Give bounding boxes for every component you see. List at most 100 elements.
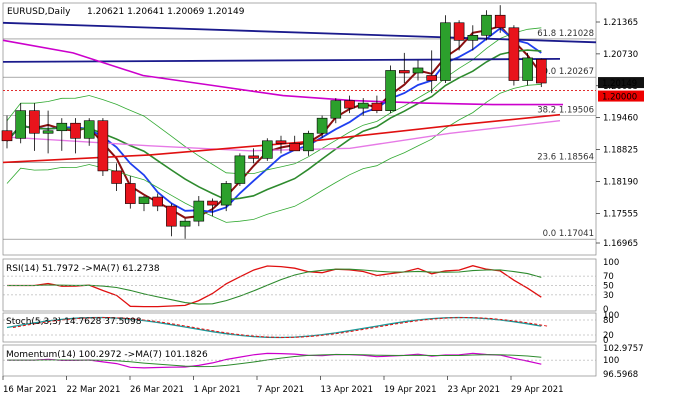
price-tick-label: 1.16965: [603, 239, 638, 249]
candle-bear: [398, 70, 410, 74]
stoch-frame: [2, 312, 597, 343]
candle-bull: [15, 110, 26, 139]
ohlc-readout: 1.20621 1.20641 1.20069 1.20149: [87, 7, 245, 17]
rsi-frame: [2, 258, 597, 312]
indicator-plots: [3, 275, 596, 361]
date-tick-label: 29 Apr 2021: [511, 385, 564, 395]
price-tick-label: 1.19460: [603, 114, 638, 124]
ma-darkblue-flat-line: [2, 58, 561, 63]
date-tick-label: 16 Mar 2021: [3, 385, 57, 395]
ma-green-line: [6, 49, 542, 201]
candle-bull: [56, 122, 68, 132]
last-price-value: 1.20149: [602, 79, 637, 89]
stoch-tick-label: 0: [603, 336, 608, 346]
candle-bear: [275, 140, 287, 144]
candle-bull: [522, 57, 533, 81]
ma-magenta-line: [2, 39, 563, 106]
rsi-ma-line: [7, 268, 542, 305]
stoch-tick-label: 20: [603, 331, 614, 341]
candle-bull: [330, 100, 342, 119]
date-tick-label: 22 Mar 2021: [67, 385, 121, 395]
candle-bull: [357, 102, 369, 109]
rsi-line: [7, 265, 542, 308]
date-tick-label: 23 Apr 2021: [448, 385, 501, 395]
fib-level-label: 50.0 1.20267: [537, 67, 594, 77]
price-tick-label: 1.21365: [603, 18, 638, 28]
candle-bull: [234, 155, 246, 184]
candle-bear: [508, 27, 520, 81]
rsi-tick-label: 50: [603, 282, 614, 292]
main-frame: [2, 2, 597, 256]
price-tick-label: 1.18190: [603, 177, 638, 187]
bollinger-lower: [6, 83, 542, 223]
last-price-tag: [598, 77, 644, 89]
stoch-label: Stoch(5,3,3) 14.7628 37.5098: [6, 317, 142, 327]
price-tick-label: 1.18825: [603, 146, 638, 156]
fib-level-label: 61.8 1.21028: [537, 29, 594, 39]
candle-bear: [152, 196, 163, 207]
candle-bull: [385, 70, 396, 111]
momentum-tick-label: 96.5968: [603, 370, 638, 380]
candle-bull: [138, 196, 150, 204]
rsi-tick-label: 0: [603, 305, 608, 315]
momentum-line: [7, 352, 542, 369]
candle-bull: [261, 140, 273, 159]
candle-bull: [303, 132, 314, 152]
axes: 1.213651.207301.200951.194601.188251.181…: [2, 18, 644, 395]
symbol-label: EURUSD,Daily: [7, 7, 71, 17]
date-tick-label: 1 Apr 2021: [194, 385, 241, 395]
candle-bull: [467, 35, 479, 41]
rsi-label: RSI(14) 51.7972 ->MA(7) 61.2738: [6, 264, 160, 274]
candle-bear: [166, 205, 177, 227]
date-tick-label: 26 Mar 2021: [130, 385, 184, 395]
candle-bear: [125, 183, 136, 204]
candle-bull: [440, 22, 451, 81]
fib-level-label: 0.0 1.17041: [543, 229, 594, 239]
candle-bear: [248, 155, 259, 159]
stoch-tick-label: 100: [603, 311, 619, 321]
main-plot: 61.8 1.21028 50.0 1.20267 38.2 1.19506 23.6…: [1, 5, 597, 369]
candle-bear: [371, 102, 383, 111]
candle-bear: [29, 110, 40, 134]
candle-bear: [111, 170, 122, 184]
momentum-tick-label: 100: [603, 356, 619, 366]
date-tick-label: 19 Apr 2021: [384, 385, 437, 395]
candle-bear: [1, 130, 13, 142]
candle-bull: [193, 200, 205, 222]
level-price-tag: [598, 90, 644, 102]
candle-bull: [412, 67, 424, 74]
rsi-tick-label: 70: [603, 272, 614, 282]
candle-bear: [207, 200, 218, 206]
rsi-tick-label: 100: [603, 258, 619, 268]
rsi-tick-label: 30: [603, 291, 614, 301]
candle-bull: [179, 220, 191, 227]
ma-blue-line: [6, 27, 542, 213]
fib-level-label: 38.2 1.19506: [537, 105, 594, 115]
candle-bear: [289, 142, 301, 152]
momentum-frame: [2, 344, 597, 377]
fib-level-label: 23.6 1.18564: [537, 153, 594, 163]
candle-bear: [70, 122, 81, 139]
candle-bull: [42, 130, 54, 134]
price-tick-label: 1.17555: [603, 209, 638, 219]
stoch-tick-label: 80: [603, 316, 614, 326]
date-tick-label: 7 Apr 2021: [257, 385, 304, 395]
price-tick-label: 1.20730: [603, 50, 638, 60]
candle-bull: [83, 120, 95, 139]
candle-bull: [316, 117, 328, 134]
candle-bear: [97, 120, 109, 172]
candle-bull: [481, 14, 492, 36]
candle-bear: [426, 75, 438, 81]
candle-bull: [220, 183, 232, 206]
candle-bear: [494, 14, 506, 29]
candle-bear: [453, 22, 465, 41]
level-price-value: 1.20000: [602, 93, 637, 103]
bollinger-upper: [6, 27, 542, 175]
date-tick-label: 13 Apr 2021: [321, 385, 374, 395]
candle-bear: [535, 59, 547, 84]
momentum-label: Momentum(14) 100.2972 ->MA(7) 101.1826: [6, 350, 208, 360]
ma-darkblue-line: [2, 21, 597, 44]
candle-bear: [344, 100, 355, 109]
